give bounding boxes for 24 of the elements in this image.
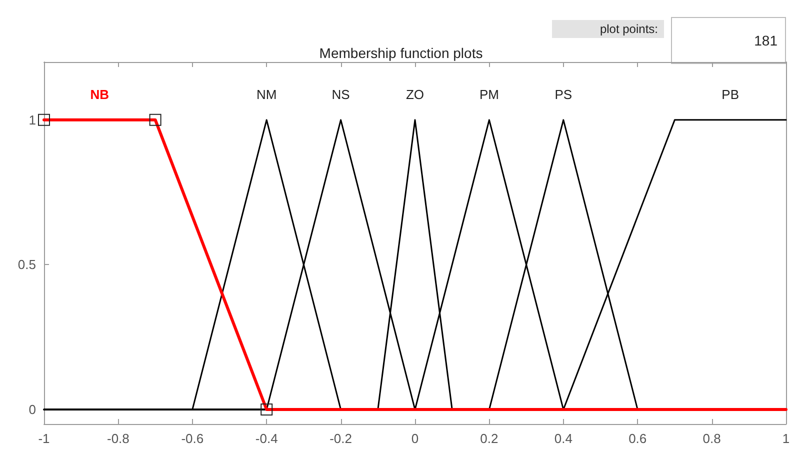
- x-tick-label: 1: [782, 431, 790, 446]
- x-tick-label: 0: [411, 431, 419, 446]
- x-tick-label: -0.2: [330, 431, 352, 446]
- x-tick-label: -0.8: [106, 431, 130, 446]
- x-tick-label: 0.4: [554, 431, 572, 446]
- x-tick-label: -1: [38, 431, 50, 446]
- x-tick-label: 0.2: [480, 431, 498, 446]
- y-tick-label: 0.5: [18, 257, 36, 272]
- series-label: ZO: [406, 87, 424, 102]
- x-tick-label: -0.6: [181, 431, 204, 446]
- series-label: PB: [722, 87, 740, 102]
- y-tick-label: 1: [28, 112, 36, 128]
- text: 181: [754, 32, 778, 48]
- series-label: PM: [479, 87, 499, 102]
- text: plot points:: [600, 22, 658, 36]
- chart-title: Membership function plots: [319, 45, 483, 61]
- x-tick-label: 0.8: [702, 431, 721, 446]
- series-label: NS: [332, 87, 350, 102]
- x-tick-label: 0.6: [628, 431, 647, 446]
- y-tick-label: 0: [28, 402, 36, 418]
- series-label: NB: [90, 87, 110, 102]
- series-label: NM: [256, 87, 277, 102]
- x-tick-label: -0.4: [255, 431, 278, 446]
- series-label: PS: [554, 87, 572, 102]
